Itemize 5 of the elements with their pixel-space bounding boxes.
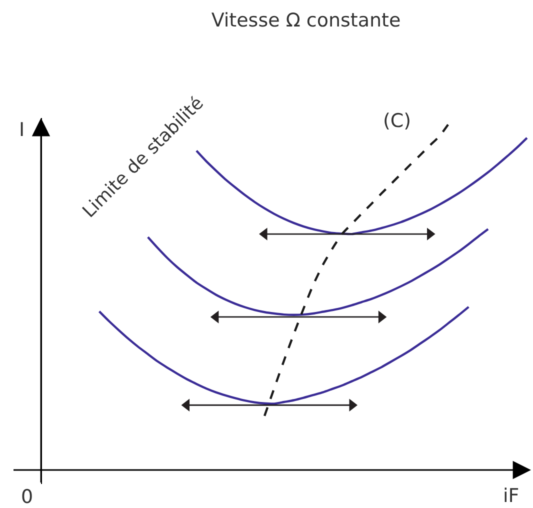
x-axis-title: iF xyxy=(503,485,520,507)
y-axis-title: I xyxy=(19,119,25,141)
text: 0 xyxy=(21,486,34,508)
series-label: (C) xyxy=(383,110,412,132)
chart-title: Vitesse Ω constante xyxy=(211,10,401,32)
